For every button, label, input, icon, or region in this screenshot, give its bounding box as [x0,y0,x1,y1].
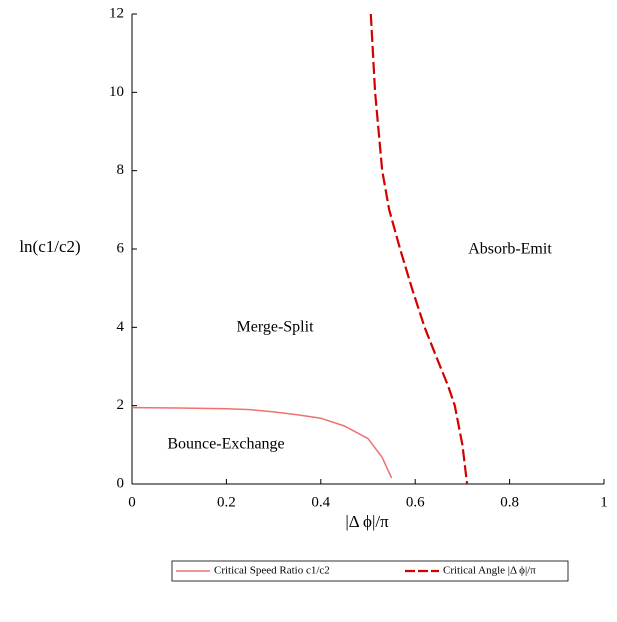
y-tick-label: 2 [117,397,125,413]
y-tick-label: 8 [117,162,125,178]
x-tick-label: 0.4 [311,494,330,510]
legend-label: Critical Angle |Δ ϕ|/π [443,565,536,577]
region-label: Bounce-Exchange [167,436,284,453]
y-tick-label: 6 [117,240,125,256]
x-tick-label: 0.8 [500,494,519,510]
legend-box [171,560,569,582]
y-axis-label: ln(c1/c2) [19,237,80,256]
x-tick-label: 0.2 [217,494,236,510]
x-tick-label: 0 [128,494,136,510]
x-tick-label: 0.6 [406,494,425,510]
region-label: Absorb-Emit [468,241,552,258]
y-tick-label: 10 [109,84,124,100]
y-tick-label: 12 [109,5,124,21]
y-tick-label: 4 [117,319,125,335]
x-axis-label: |Δ ϕ|/π [345,512,389,531]
series-line [369,13,469,485]
legend-label: Critical Speed Ratio c1/c2 [214,565,330,577]
region-label: Merge-Split [236,319,314,336]
series-line [131,406,393,479]
x-tick-label: 1 [600,494,608,510]
y-tick-label: 0 [117,475,125,491]
